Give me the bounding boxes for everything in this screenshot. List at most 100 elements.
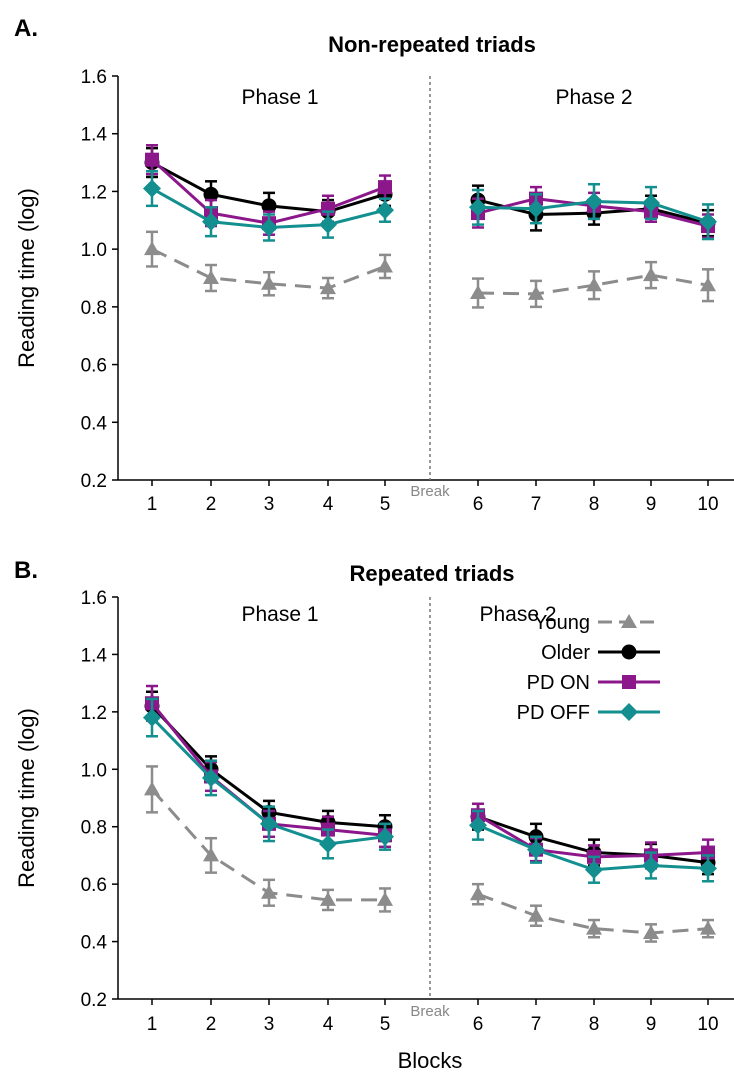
panel-letter: B. xyxy=(14,557,38,584)
data-point xyxy=(376,827,394,846)
data-point xyxy=(145,152,159,167)
break-label: Break xyxy=(410,483,450,500)
series-pd-off xyxy=(143,697,717,884)
x-tick-label: 10 xyxy=(697,494,718,515)
legend: Young Older PD ON PD OFF xyxy=(517,612,660,724)
data-point xyxy=(469,816,487,835)
legend-marker xyxy=(621,614,637,628)
data-point xyxy=(320,280,336,295)
x-tick-label: 5 xyxy=(380,1014,391,1035)
x-tick-label: 2 xyxy=(206,494,217,515)
x-tick-label: 3 xyxy=(264,494,275,515)
data-point xyxy=(202,768,220,787)
y-tick-label: 1.2 xyxy=(81,182,107,203)
data-point xyxy=(527,199,545,218)
legend-marker xyxy=(622,675,636,689)
x-tick-label: 1 xyxy=(147,494,158,515)
data-point xyxy=(642,856,660,875)
data-point xyxy=(261,275,277,290)
legend-marker xyxy=(621,644,637,660)
data-point xyxy=(203,847,219,862)
x-tick-label: 10 xyxy=(697,1014,718,1035)
x-tick-label: 5 xyxy=(380,494,391,515)
data-point xyxy=(585,192,603,211)
data-point xyxy=(144,781,160,796)
data-point xyxy=(469,198,487,217)
panel-letter: A. xyxy=(14,15,38,42)
chart-title: Non-repeated triads xyxy=(328,32,536,57)
series-line xyxy=(477,273,709,296)
data-point xyxy=(470,886,486,901)
series-young xyxy=(144,230,716,309)
y-tick-label: 0.6 xyxy=(81,875,107,896)
legend-label: PD OFF xyxy=(517,702,590,724)
series-young xyxy=(144,765,716,943)
data-point xyxy=(377,258,393,273)
data-point xyxy=(143,179,161,198)
data-point xyxy=(203,270,219,284)
data-point xyxy=(143,708,161,727)
y-axis-title: Reading time (log) xyxy=(14,188,39,368)
x-tick-label: 2 xyxy=(206,1014,217,1035)
data-point xyxy=(700,277,716,292)
x-tick-label: 7 xyxy=(531,494,542,515)
data-point xyxy=(699,212,717,231)
x-tick-label: 7 xyxy=(531,1014,542,1035)
y-tick-label: 1.6 xyxy=(81,67,107,88)
data-point xyxy=(319,834,337,853)
x-tick-label: 4 xyxy=(323,1014,334,1035)
series-line xyxy=(151,247,386,290)
data-point xyxy=(144,241,160,256)
x-tick-label: 9 xyxy=(646,494,657,515)
chart-panel-a: A. Non-repeated triads 0.2 0.4 0.6 0.8 1.0 1.2 1… xyxy=(14,15,734,515)
data-point xyxy=(642,193,660,212)
phase-label: Phase 1 xyxy=(241,603,318,626)
data-point xyxy=(319,215,337,234)
y-tick-label: 1.0 xyxy=(81,240,107,261)
break-label: Break xyxy=(410,1003,450,1020)
phase-label: Phase 2 xyxy=(479,603,556,626)
x-tick-label: 4 xyxy=(323,494,334,515)
legend-label: Older xyxy=(541,642,590,664)
data-point xyxy=(261,884,277,899)
data-point xyxy=(260,814,278,833)
data-point xyxy=(376,201,394,220)
x-tick-label: 8 xyxy=(589,494,600,515)
data-point xyxy=(378,180,392,195)
x-tick-label: 8 xyxy=(589,1014,600,1035)
y-tick-label: 1.4 xyxy=(81,125,108,146)
data-point xyxy=(203,186,219,202)
y-tick-label: 0.2 xyxy=(81,990,107,1011)
data-point xyxy=(320,891,336,906)
data-point xyxy=(261,198,277,214)
data-point xyxy=(470,285,486,300)
y-tick-label: 0.4 xyxy=(81,933,108,954)
x-tick-label: 9 xyxy=(646,1014,657,1035)
x-axis-title: Blocks xyxy=(398,1048,463,1073)
data-point xyxy=(527,840,545,859)
y-tick-label: 0.4 xyxy=(81,413,108,434)
legend-label: Young xyxy=(534,612,590,634)
data-point xyxy=(260,218,278,237)
legend-marker xyxy=(620,703,638,721)
data-point xyxy=(528,285,544,300)
data-point xyxy=(202,212,220,231)
data-point xyxy=(377,891,393,906)
data-point xyxy=(643,924,659,939)
x-tick-label: 3 xyxy=(264,1014,275,1035)
y-tick-label: 0.8 xyxy=(81,298,107,319)
series-pd-off xyxy=(143,169,717,242)
x-tick-label: 6 xyxy=(473,494,484,515)
data-point xyxy=(586,920,602,935)
data-point xyxy=(586,277,602,292)
y-tick-label: 0.2 xyxy=(81,471,107,492)
y-axis-title: Reading time (log) xyxy=(14,708,39,888)
data-point xyxy=(700,920,716,935)
legend-label: PD ON xyxy=(527,672,590,694)
y-tick-label: 1.4 xyxy=(81,645,108,666)
chart-title: Repeated triads xyxy=(349,561,514,586)
data-point xyxy=(528,907,544,922)
y-tick-label: 1.0 xyxy=(81,760,107,781)
data-point xyxy=(699,859,717,878)
